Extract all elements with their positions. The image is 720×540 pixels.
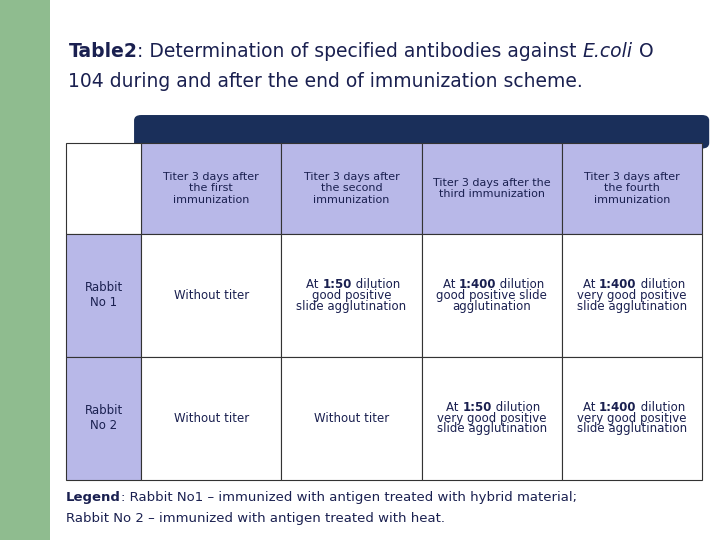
Text: very good positive: very good positive [577, 411, 687, 424]
Text: Rabbit
No 1: Rabbit No 1 [85, 281, 123, 309]
Text: 1:50: 1:50 [462, 401, 492, 414]
Text: 104 during and after the end of immunization scheme.: 104 during and after the end of immuniza… [68, 72, 583, 91]
Text: 1:50: 1:50 [323, 278, 352, 291]
Text: very good positive: very good positive [577, 289, 687, 302]
Text: Without titer: Without titer [174, 411, 249, 424]
Text: : Rabbit No1 – immunized with antigen treated with hybrid material;: : Rabbit No1 – immunized with antigen tr… [121, 491, 577, 504]
Text: good positive slide: good positive slide [436, 289, 547, 302]
Text: Without titer: Without titer [314, 411, 390, 424]
Text: Titer 3 days after
the fourth
immunization: Titer 3 days after the fourth immunizati… [584, 172, 680, 205]
Text: At: At [443, 278, 459, 291]
Text: Titer 3 days after
the second
immunization: Titer 3 days after the second immunizati… [304, 172, 400, 205]
Text: Titer 3 days after the
third immunization: Titer 3 days after the third immunizatio… [433, 178, 551, 199]
Text: : Determination of specified antibodies against: : Determination of specified antibodies … [138, 42, 582, 60]
Text: Titer 3 days after
the first
immunization: Titer 3 days after the first immunizatio… [163, 172, 259, 205]
Text: slide agglutination: slide agglutination [436, 422, 546, 435]
Text: Legend: Legend [66, 491, 121, 504]
Text: dilution: dilution [496, 278, 544, 291]
Text: Rabbit No 2 – immunized with antigen treated with heat.: Rabbit No 2 – immunized with antigen tre… [66, 511, 445, 525]
Text: dilution: dilution [636, 401, 685, 414]
Text: At: At [582, 401, 599, 414]
Text: slide agglutination: slide agglutination [577, 300, 687, 313]
Text: very good positive: very good positive [437, 411, 546, 424]
Text: slide agglutination: slide agglutination [577, 422, 687, 435]
Text: 1:400: 1:400 [599, 278, 636, 291]
Text: Without titer: Without titer [174, 289, 249, 302]
Text: Rabbit
No 2: Rabbit No 2 [85, 404, 123, 432]
Text: 1:400: 1:400 [599, 401, 636, 414]
Text: dilution: dilution [492, 401, 540, 414]
Text: Table2: Table2 [68, 42, 138, 60]
Text: At: At [582, 278, 599, 291]
Text: dilution: dilution [352, 278, 400, 291]
Text: good positive: good positive [312, 289, 391, 302]
Text: O: O [633, 42, 654, 60]
Text: At: At [306, 278, 323, 291]
Text: E.coli: E.coli [582, 42, 633, 60]
Text: dilution: dilution [636, 278, 685, 291]
Text: agglutination: agglutination [452, 300, 531, 313]
Text: At: At [446, 401, 462, 414]
Text: slide agglutination: slide agglutination [297, 300, 407, 313]
Text: 1:400: 1:400 [459, 278, 496, 291]
